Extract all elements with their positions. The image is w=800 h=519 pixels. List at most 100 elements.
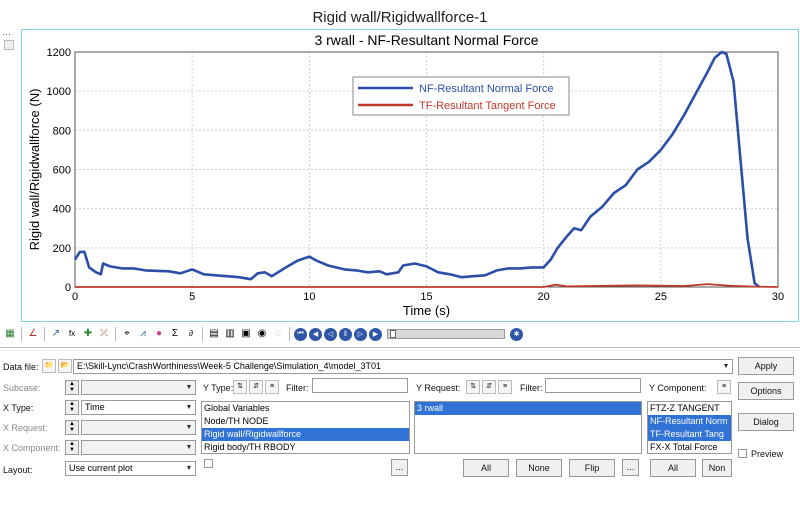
series-line-tangent-force[interactable] [75,283,779,288]
component-all-button[interactable]: All [650,459,696,477]
list-item[interactable]: Rigid wall/Rigidwallforce [202,428,409,441]
help-icon[interactable]: ◌ [275,328,281,339]
x-request-spinner[interactable]: ▲ ▼ [65,420,79,435]
y-type-filter-input[interactable] [312,378,408,393]
chevron-down-icon[interactable]: ▼ [185,404,193,411]
peak-icon[interactable]: ⩘ [140,328,146,339]
sort-asc-icon[interactable]: ⇅ [233,380,247,394]
subcase-spinner[interactable]: ▲ ▼ [65,380,79,395]
list-view-icon[interactable]: ≡ [717,380,731,394]
layout-value: Use current plot [69,463,133,473]
x-type-field[interactable]: Time ▼ [81,400,196,415]
grid-icon[interactable]: ▤ [209,328,219,339]
pause-icon[interactable]: ‖ [339,327,352,341]
dialog-button[interactable]: Dialog [738,413,794,431]
list-item[interactable]: FTZ-Z TANGENT [650,403,720,413]
component-none-button[interactable]: Non [702,459,732,477]
settings-icon[interactable]: ✱ [510,327,523,341]
options-button[interactable]: Options [738,382,794,400]
x-tick-label: 15 [420,291,432,303]
y-tick-label: 0 [65,282,71,294]
y-request-more-button[interactable]: ... [622,459,639,476]
list-item[interactable]: TF-Resultant Tang [648,428,731,441]
x-tick-label: 5 [189,291,195,303]
chevron-down-icon[interactable]: ▼ [185,424,193,431]
subcase-label: Subcase: [3,383,41,393]
chevron-down-icon[interactable]: ▼ [722,363,730,370]
list-item[interactable]: FX-X Total Force [650,442,718,452]
sort-desc-icon[interactable]: ⇵ [249,380,263,394]
y-type-list[interactable]: Global Variables Node/TH NODE Rigid wall/R… [201,401,410,454]
y-type-checkbox[interactable] [204,459,213,468]
derivative-icon[interactable]: ∂ [189,329,193,338]
flip-button[interactable]: Flip [569,459,615,477]
panel-grip-icon[interactable]: ⋯ [2,29,11,39]
fast-forward-icon[interactable]: ▶ [369,327,382,341]
x-type-spinner[interactable]: ▲ ▼ [65,400,79,415]
list-item[interactable]: Node/TH NODE [204,416,269,426]
page-icon[interactable] [4,40,14,50]
subcase-field[interactable]: ▼ [81,380,196,395]
step-back-icon[interactable]: ◁ [324,327,337,341]
camera-icon[interactable]: ◉ [257,328,267,339]
slider-thumb[interactable] [390,330,396,338]
math-fx-icon[interactable]: fx [68,329,76,338]
y-axis-label: Rigid wall/Rigidwallforce (N) [27,89,42,251]
none-button[interactable]: None [516,459,562,477]
x-component-field[interactable]: ▼ [81,440,196,455]
sigma-icon[interactable]: Σ [171,328,179,339]
list-item[interactable]: 3 rwall [415,402,641,415]
x-component-spinner[interactable]: ▲ ▼ [65,440,79,455]
sort-desc-icon[interactable]: ⇵ [482,380,496,394]
rewind-icon[interactable]: ◀ [309,327,322,341]
folder-open-icon[interactable]: 📁 [42,359,56,373]
plus-curve-icon[interactable]: ✚ [83,328,93,339]
preview-checkbox[interactable] [738,449,747,458]
color-wheel-icon[interactable]: ● [155,328,163,339]
layout-icon[interactable]: ▦ [5,328,15,339]
y-tick-label: 800 [53,125,71,137]
plot-area[interactable]: 3 rwall - NF-Resultant Normal Force 0 5 10 1… [21,29,799,322]
x-axis-label: Time (s) [403,303,450,318]
legend-entry: NF-Resultant Normal Force [419,83,553,95]
list-item[interactable]: NF-Resultant Norm [648,415,731,428]
y-request-list[interactable]: 3 rwall [414,401,642,454]
chevron-down-icon[interactable]: ▼ [185,465,193,472]
browse-file-icon[interactable]: 📂 [58,359,72,373]
x-tick-label: 25 [655,291,667,303]
animation-slider[interactable] [387,329,505,339]
list-view-icon[interactable]: ≡ [265,380,279,394]
table-icon[interactable]: ▥ [225,328,235,339]
x-request-field[interactable]: ▼ [81,420,196,435]
scale-icon[interactable]: ⤫ [100,328,108,339]
toolbar-separator [44,327,45,341]
list-view-icon[interactable]: ≡ [498,380,512,394]
toolbar-separator [21,327,22,341]
y-component-list[interactable]: FTZ-Z TANGENT NF-Resultant Norm TF-Resulta… [647,401,732,454]
window-title: Rigid wall/Rigidwallforce-1 [312,9,488,26]
first-frame-icon[interactable]: ⏮ [294,327,307,341]
chevron-down-icon[interactable]: ▼ [185,384,193,391]
y-type-more-button[interactable]: ... [391,459,408,476]
x-request-label: X Request: [3,423,48,433]
curve-style-icon[interactable]: ∠ [28,328,38,339]
plot-toolbar: ▦ ∠ ↗ fx ✚ ⤫ ⌖ ⩘ ● Σ ∂ ▤ ▥ ▣ ◉ ◌ ⏮ ◀ ◁ ‖… [0,325,800,343]
layout-field[interactable]: Use current plot ▼ [65,461,196,476]
add-curve-icon[interactable]: ↗ [51,328,61,339]
apply-button[interactable]: Apply [738,357,794,375]
sort-asc-icon[interactable]: ⇅ [466,380,480,394]
y-tick-label: 1000 [47,86,71,98]
y-request-filter-input[interactable] [545,378,641,393]
step-forward-icon[interactable]: ▷ [354,327,367,341]
all-button[interactable]: All [463,459,509,477]
chevron-down-icon[interactable]: ▼ [185,444,193,451]
list-item[interactable]: Global Variables [204,403,270,413]
cursor-icon[interactable]: ⌖ [124,328,130,339]
x-type-label: X Type: [3,403,34,413]
layout-label: Layout: [3,465,33,475]
list-item[interactable]: Rigid body/TH RBODY [204,442,296,452]
series-line-normal-force[interactable] [73,50,761,289]
panel-divider[interactable] [0,347,800,351]
notes-icon[interactable]: ▣ [241,328,251,339]
data-file-field[interactable]: E:\Skill-Lync\CrashWorthiness\Week-5 Cha… [73,359,733,374]
